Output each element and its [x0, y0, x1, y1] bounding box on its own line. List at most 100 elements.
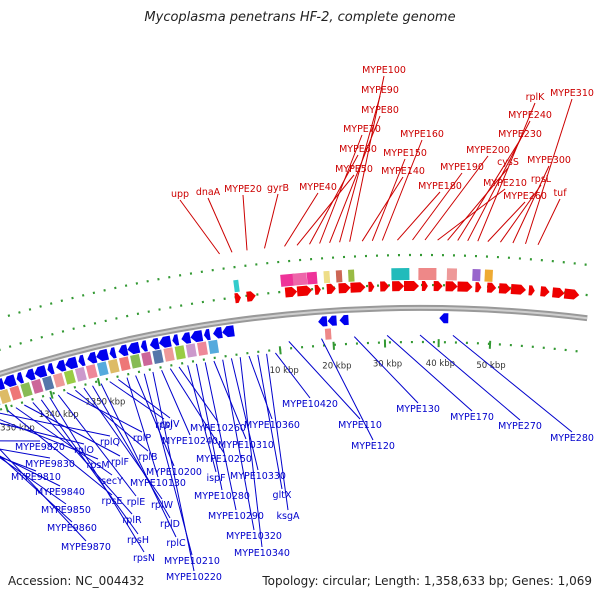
forward-leader-line: [242, 194, 248, 251]
reverse-gene-arrow: [3, 374, 17, 387]
reverse-gene-label: rpsE: [102, 496, 123, 507]
reverse-gene-box: [63, 369, 76, 385]
reverse-gene-arrow: [47, 362, 55, 375]
reverse-gene-label: rpsJ: [155, 420, 173, 431]
reverse-gene-box: [20, 382, 33, 398]
reverse-leader-line: [178, 366, 219, 423]
forward-leader-line: [361, 176, 404, 242]
reverse-gene-box: [130, 353, 142, 369]
reverse-leader-line: [321, 338, 374, 441]
reverse-gene-arrow: [127, 341, 141, 355]
reverse-gene-arrow: [318, 316, 328, 327]
reverse-leader-line: [419, 334, 521, 421]
forward-gene-box: [348, 269, 355, 282]
scale-tick-label: 1330 kbp: [0, 424, 35, 434]
forward-gene-arrow: [457, 281, 473, 292]
gene-labels: upp dnaA MYPE20 gyrB MYPE40 MYPE50 MYPE60 MYPE7…: [11, 65, 594, 583]
reverse-gene-label: MYPE9850: [41, 505, 91, 516]
forward-leader-line: [207, 197, 233, 253]
reverse-gene-box: [163, 347, 175, 362]
forward-gene-arrow: [528, 285, 535, 296]
reverse-gene-arrow: [78, 354, 86, 367]
reverse-leader-line: [248, 355, 273, 420]
reverse-gene-box: [152, 349, 164, 364]
forward-gene-arrow: [314, 284, 321, 295]
reverse-leader-line: [135, 375, 175, 467]
reverse-gene-label: MYPE10260: [190, 423, 246, 434]
reverse-leader-line: [275, 352, 311, 399]
forward-gene-arrow: [338, 282, 351, 294]
forward-gene-box: [418, 267, 437, 281]
reverse-leader-line: [195, 363, 223, 491]
reverse-gene-label: secY: [101, 476, 123, 487]
forward-leader-line: [477, 102, 536, 242]
forward-gene-label: MYPE210: [483, 178, 527, 189]
reverse-gene-arrow: [172, 334, 180, 346]
reverse-gene-arrow: [222, 325, 235, 338]
forward-gene-label: cysS: [497, 157, 519, 168]
forward-leader-line: [457, 139, 521, 241]
reverse-gene-box: [208, 339, 220, 355]
reverse-leader-line: [353, 336, 419, 404]
topology-summary: Topology: circular; Length: 1,358,633 bp…: [262, 574, 592, 588]
forward-gene-box: [306, 271, 318, 285]
forward-gene-arrow: [392, 281, 405, 292]
forward-gene-label: MYPE310: [550, 88, 594, 99]
reverse-gene-label: MYPE10340: [234, 548, 290, 559]
reverse-gene-arrow: [109, 347, 117, 359]
reverse-gene-label: MYPE10420: [282, 399, 338, 410]
reverse-leader-line: [0, 455, 61, 487]
reverse-gene-label: MYPE10210: [164, 556, 220, 567]
forward-leader-line: [296, 174, 355, 246]
forward-gene-label: tuf: [553, 188, 567, 199]
reverse-gene-box: [9, 385, 22, 401]
forward-gene-label: MYPE100: [362, 65, 406, 76]
reverse-leader-line: [0, 456, 37, 472]
forward-gene-label: rplK: [526, 92, 546, 103]
forward-leader-line: [264, 193, 279, 249]
forward-leader-line: [309, 154, 359, 245]
reverse-leader-line: [7, 409, 113, 496]
forward-gene-arrow: [403, 280, 419, 292]
forward-gene-arrow: [421, 280, 428, 291]
reverse-leader-line: [288, 341, 361, 420]
forward-gene-arrow: [486, 282, 497, 293]
reverse-gene-label: MYPE10240: [162, 436, 218, 447]
forward-gene-arrow: [563, 288, 580, 300]
reverse-leader-line: [100, 383, 177, 538]
reverse-leader-line: [75, 389, 149, 452]
reverse-gene-label: MYPE10200: [146, 467, 202, 478]
reverse-gene-arrow: [327, 315, 337, 326]
forward-leader-line: [349, 75, 385, 242]
forward-gene-arrow: [284, 286, 298, 298]
forward-gene-box: [446, 268, 458, 281]
label-leader-lines: [0, 75, 573, 572]
forward-gene-label: MYPE200: [466, 145, 510, 156]
reverse-gene-arrow: [96, 348, 110, 362]
reverse-leader-line: [257, 354, 283, 490]
forward-gene-label: MYPE190: [440, 162, 484, 173]
forward-gene-label: MYPE90: [361, 85, 399, 96]
reverse-leader-line: [24, 404, 121, 457]
reverse-gene-label: MYPE10290: [208, 511, 264, 522]
forward-gene-label: upp: [171, 189, 189, 200]
forward-gene-label: MYPE230: [498, 129, 542, 140]
forward-leader-line: [381, 139, 423, 241]
forward-gene-label: MYPE80: [361, 105, 399, 116]
forward-gene-arrow: [552, 287, 565, 298]
reverse-leader-line: [169, 368, 225, 454]
reverse-gene-label: MYPE270: [498, 421, 542, 432]
reverse-gene-label: rplD: [160, 519, 180, 530]
reverse-gene-box: [96, 361, 109, 377]
reverse-gene-arrow: [203, 328, 211, 341]
forward-leader-line: [537, 198, 561, 246]
forward-leader-line: [371, 158, 406, 241]
forward-gene-arrow: [498, 283, 512, 294]
reverse-gene-label: MYPE10130: [130, 478, 186, 489]
reverse-gene-label: MYPE10250: [196, 454, 252, 465]
reverse-gene-label: MYPE120: [351, 441, 395, 452]
forward-gene-label: MYPE260: [503, 191, 547, 202]
forward-gene-label: MYPE300: [527, 155, 571, 166]
reverse-gene-arrow: [158, 335, 172, 348]
reverse-gene-label: MYPE110: [338, 420, 382, 431]
